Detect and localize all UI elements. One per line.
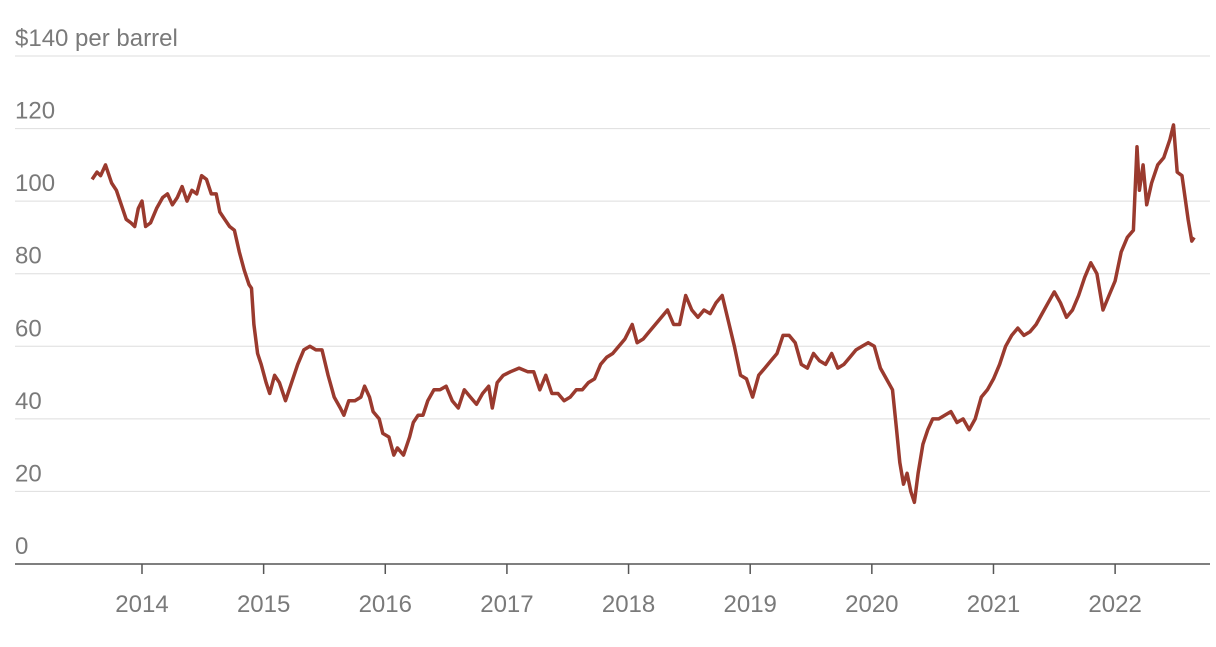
x-tick-label: 2022 (1088, 591, 1141, 618)
y-tick-label: 120 (15, 98, 55, 125)
y-tick-label: 60 (15, 315, 42, 342)
y-tick-label: 40 (15, 388, 42, 415)
x-tick-label: 2019 (724, 591, 777, 618)
y-tick-label: 0 (15, 533, 28, 560)
x-tick-label: 2015 (237, 591, 290, 618)
y-tick-label: 80 (15, 243, 42, 270)
x-tick-label: 2014 (115, 591, 168, 618)
x-tick-label: 2021 (967, 591, 1020, 618)
y-tick-label: 100 (15, 170, 55, 197)
x-tick-label: 2020 (845, 591, 898, 618)
y-tick-label: 20 (15, 460, 42, 487)
price-line (90, 123, 1196, 505)
y-tick-label: $140 per barrel (15, 25, 178, 52)
x-tick-label: 2016 (359, 591, 412, 618)
x-tick-label: 2017 (480, 591, 533, 618)
x-tick-label: 2018 (602, 591, 655, 618)
